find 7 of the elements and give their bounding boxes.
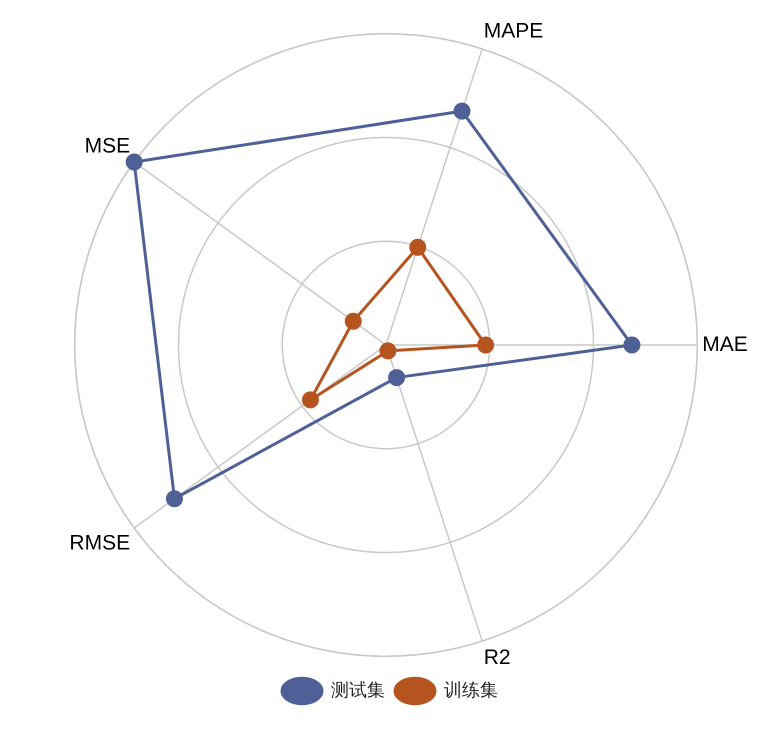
spoke-label: R2 — [484, 646, 511, 670]
spoke-label: MSE — [84, 134, 130, 158]
spoke-label: MAE — [702, 332, 748, 356]
spoke-label: RMSE — [69, 531, 130, 554]
spoke-label: MAPE — [484, 19, 544, 42]
legend-label: 训练集 — [444, 680, 498, 700]
legend-label: 测试集 — [331, 680, 385, 700]
